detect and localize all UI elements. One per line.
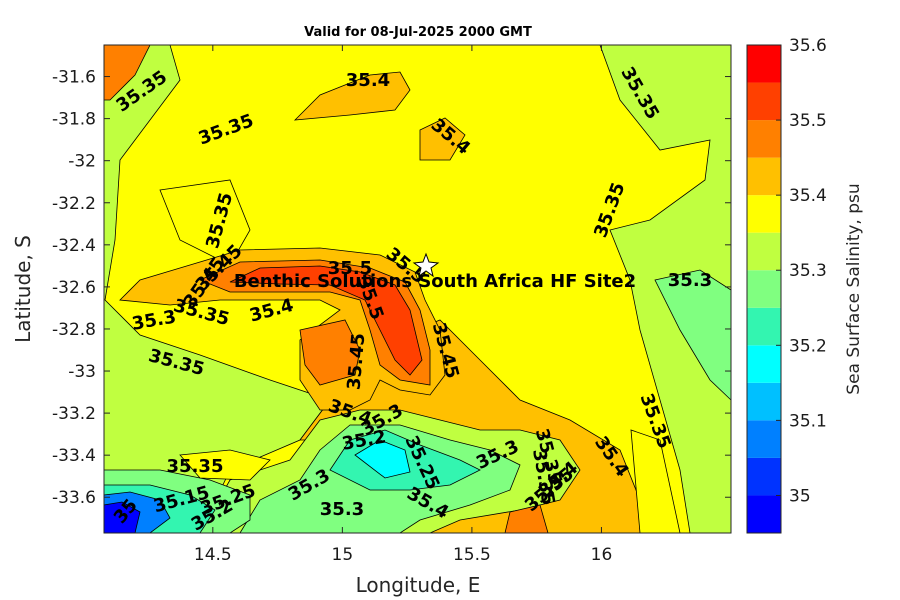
- y-tick-label: -32: [68, 152, 96, 172]
- contour-label: 35.35: [167, 456, 224, 477]
- colorbar-swatch: [747, 270, 781, 308]
- contour-label: 35.5: [328, 258, 372, 279]
- y-tick-label: -33.6: [52, 488, 96, 508]
- contour-label: 35.3: [668, 270, 712, 291]
- region-35-45-loop: [299, 319, 361, 386]
- y-tick-label: -32.6: [52, 278, 96, 298]
- x-axis-label: Longitude, E: [356, 573, 481, 597]
- region-35-40-north-b: [419, 117, 466, 161]
- colorbar-tick-label: 35.4: [789, 186, 827, 206]
- colorbar-tick-label: 35.2: [789, 336, 827, 356]
- region-35-40-north: [293, 71, 411, 121]
- colorbar-swatch: [747, 382, 781, 421]
- y-axis-label: Latitude, S: [11, 235, 35, 343]
- region-35-35-inlet: [159, 179, 251, 266]
- colorbar-swatch: [747, 420, 781, 458]
- contour-label: 35.3: [320, 499, 364, 520]
- colorbar: 35 35.1 35.2 35.3 35.4 35.5 35.6: [746, 36, 827, 534]
- y-tick-label: -33.4: [52, 446, 96, 466]
- contour-label: 35.4: [346, 70, 390, 91]
- colorbar-swatch: [747, 307, 781, 346]
- x-tick-label: 16: [591, 545, 613, 565]
- y-tick-label: -33: [68, 362, 96, 382]
- y-tick-label: -32.8: [52, 320, 96, 340]
- colorbar-swatch: [747, 195, 781, 233]
- colorbar-swatch: [747, 120, 781, 158]
- region-35-50-core: [229, 265, 423, 376]
- colorbar-tick-label: 35.3: [789, 261, 827, 281]
- contour-labels: 35.35 35.4 35.35 35.4 35.35 35.35 35.35 …: [110, 63, 713, 535]
- colorbar-swatch: [747, 157, 781, 196]
- x-tick-label: 14.5: [194, 545, 232, 565]
- y-tick-label: -31.6: [52, 68, 96, 88]
- star-icon: [412, 252, 440, 278]
- colorbar-swatch: [747, 82, 781, 121]
- x-axis: 14.5 15 15.5 16: [194, 45, 612, 565]
- colorbar-swatch: [747, 45, 781, 83]
- colorbar-swatch: [747, 495, 781, 533]
- colorbar-label: Sea Surface Salinity, psu: [844, 183, 864, 394]
- region-35-15-south: [354, 439, 411, 479]
- colorbar-box: [746, 44, 782, 534]
- colorbar-tick-label: 35.6: [789, 36, 827, 56]
- contour-label: 35.45: [344, 332, 370, 391]
- region-35-35-sw-island: [179, 449, 271, 481]
- colorbar-tick-label: 35: [789, 486, 811, 506]
- colorbar-swatch: [747, 457, 781, 496]
- colorbar-tick-label: 35.1: [789, 411, 827, 431]
- colorbar-tick-label: 35.5: [789, 111, 827, 131]
- y-tick-label: -33.2: [52, 404, 96, 424]
- axes-box: [103, 44, 732, 534]
- y-tick-label: -32.4: [52, 236, 96, 256]
- colorbar-swatch: [747, 232, 781, 271]
- colorbar-swatch: [747, 345, 781, 383]
- site-label: Benthic Solutions South Africa HF Site2: [234, 271, 636, 292]
- map-area: [103, 44, 732, 534]
- x-tick-label: 15.5: [453, 545, 491, 565]
- x-tick-label: 15: [332, 545, 354, 565]
- y-axis: -31.6 -31.8 -32 -32.2 -32.4 -32.6 -32.8 -33 -33.…: [52, 68, 731, 508]
- site-marker: Benthic Solutions South Africa HF Site2: [234, 252, 636, 292]
- y-tick-label: -31.8: [52, 110, 96, 130]
- plot-title: Valid for 08-Jul-2025 2000 GMT: [304, 25, 532, 40]
- y-tick-label: -32.2: [52, 194, 96, 214]
